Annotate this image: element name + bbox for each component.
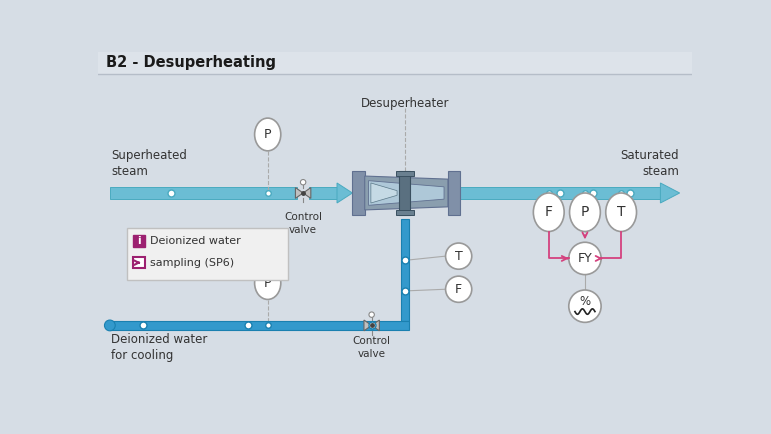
Ellipse shape <box>254 118 281 151</box>
Text: T: T <box>617 205 625 219</box>
Circle shape <box>446 243 472 269</box>
Bar <box>133 235 144 247</box>
Text: Superheated
steam: Superheated steam <box>111 148 187 178</box>
Circle shape <box>569 242 601 275</box>
Text: Control
valve: Control valve <box>352 336 391 358</box>
Bar <box>309 187 337 199</box>
Bar <box>109 321 409 330</box>
Ellipse shape <box>570 193 601 231</box>
Text: T: T <box>455 250 463 263</box>
Bar <box>126 228 288 280</box>
Text: B2 - Desuperheating: B2 - Desuperheating <box>106 56 276 70</box>
Bar <box>109 187 297 199</box>
Circle shape <box>301 180 306 185</box>
Bar <box>448 171 460 214</box>
Polygon shape <box>295 187 303 198</box>
Text: P: P <box>264 128 271 141</box>
Text: F: F <box>455 283 463 296</box>
Polygon shape <box>337 183 352 203</box>
Text: i: i <box>137 236 140 246</box>
Bar <box>396 171 414 176</box>
Text: sampling (SP6): sampling (SP6) <box>150 258 234 268</box>
Text: F: F <box>545 205 553 219</box>
Circle shape <box>569 290 601 322</box>
Text: Saturated
steam: Saturated steam <box>620 148 679 178</box>
Ellipse shape <box>104 320 115 331</box>
Text: Deionized water
for cooling: Deionized water for cooling <box>111 333 207 362</box>
Ellipse shape <box>254 267 281 299</box>
Polygon shape <box>661 183 680 203</box>
Polygon shape <box>372 320 379 331</box>
Text: %: % <box>579 295 591 308</box>
Text: FY: FY <box>577 252 592 265</box>
Bar <box>133 257 144 269</box>
Circle shape <box>369 312 375 317</box>
Text: Deionized water: Deionized water <box>150 236 241 246</box>
Ellipse shape <box>606 193 637 231</box>
Polygon shape <box>365 176 448 210</box>
Polygon shape <box>303 187 311 198</box>
Circle shape <box>446 276 472 302</box>
Ellipse shape <box>534 193 564 231</box>
Text: Control
valve: Control valve <box>284 212 322 235</box>
Text: Desuperheater: Desuperheater <box>361 97 449 110</box>
Polygon shape <box>371 183 397 203</box>
Polygon shape <box>369 181 444 205</box>
Bar <box>399 171 410 214</box>
Bar <box>401 219 409 321</box>
Bar <box>98 52 692 74</box>
Text: P: P <box>264 276 271 289</box>
Bar <box>396 210 414 214</box>
Text: P: P <box>581 205 589 219</box>
Bar <box>460 187 661 199</box>
Bar <box>352 171 365 214</box>
Polygon shape <box>364 320 372 331</box>
